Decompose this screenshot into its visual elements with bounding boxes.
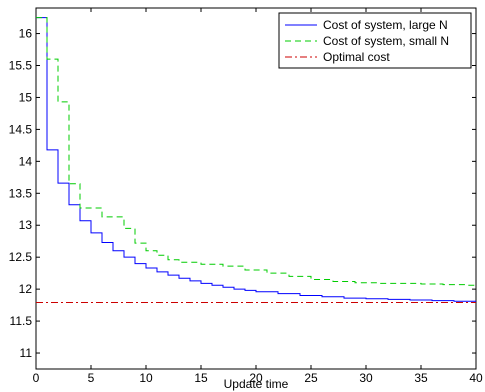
- x-tick-label: 15: [194, 371, 208, 385]
- x-tick-label: 30: [359, 371, 373, 385]
- y-tick-label: 14: [19, 154, 33, 168]
- x-tick-label: 25: [304, 371, 318, 385]
- x-tick-label: 0: [33, 371, 40, 385]
- x-tick-label: 5: [88, 371, 95, 385]
- y-tick-label: 16: [19, 27, 33, 41]
- x-tick-label: 10: [139, 371, 153, 385]
- y-tick-label: 12.5: [9, 250, 33, 264]
- series-line-0: [36, 17, 476, 302]
- legend-label-0: Cost of system, large N: [323, 18, 448, 32]
- y-tick-label: 15: [19, 90, 33, 104]
- legend-label-1: Cost of system, small N: [323, 34, 449, 48]
- y-tick-label: 12: [19, 282, 33, 296]
- legend: Cost of system, large N Cost of system, s…: [278, 12, 472, 69]
- y-tick-label: 13.5: [9, 186, 33, 200]
- x-axis-label: Update time: [224, 377, 289, 391]
- y-tick-label: 15.5: [9, 59, 33, 73]
- series-line-1: [36, 17, 476, 286]
- x-tick-label: 20: [249, 371, 263, 385]
- legend-label-2: Optimal cost: [323, 50, 390, 64]
- y-tick-label: 11: [20, 346, 33, 360]
- y-tick-label: 14.5: [9, 122, 33, 136]
- y-tick-label: 13: [19, 218, 33, 232]
- x-tick-label: 40: [469, 371, 483, 385]
- y-tick-label: 11.5: [10, 314, 33, 328]
- x-tick-label: 35: [414, 371, 428, 385]
